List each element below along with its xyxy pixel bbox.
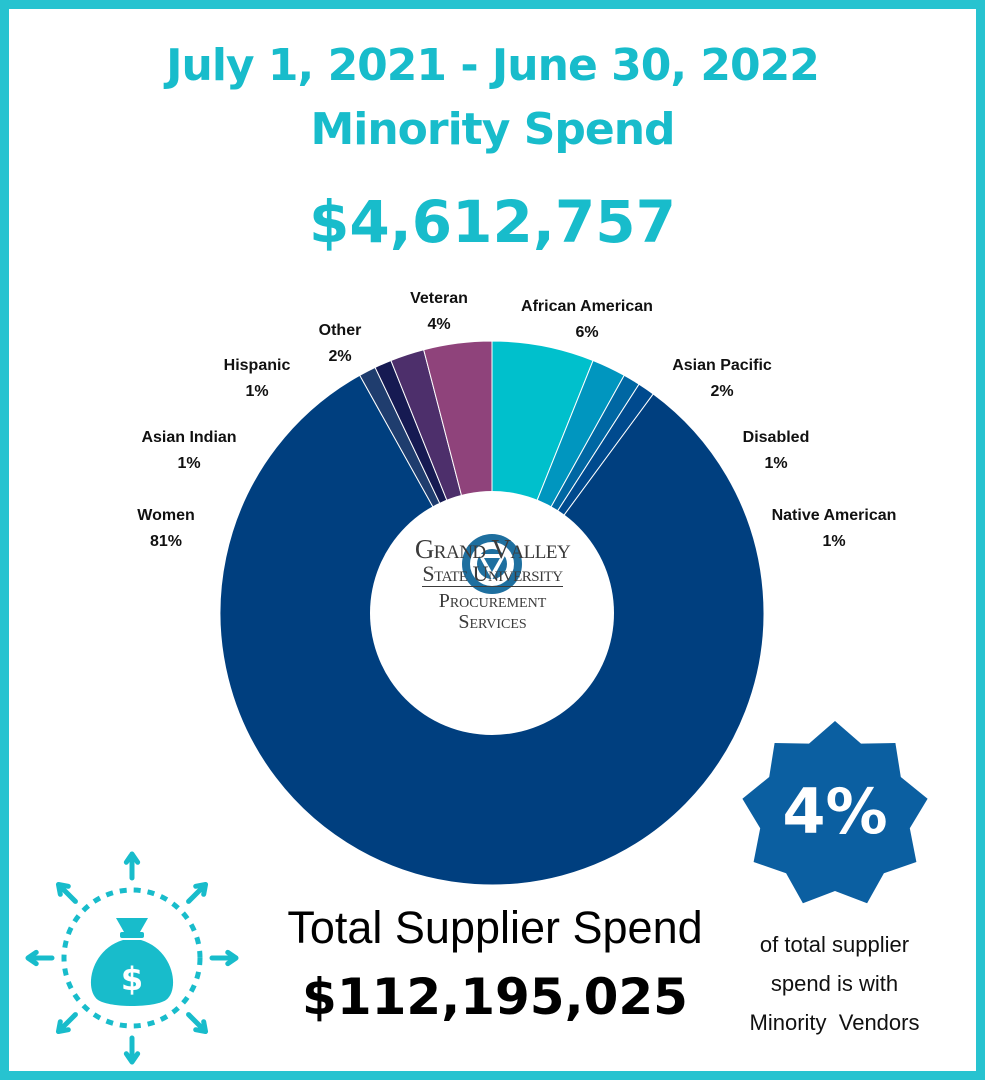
svg-text:$: $ [121,960,143,998]
money-bag-icon: $ [25,851,239,1065]
minority-spend-total: $4,612,757 [309,188,676,256]
slice-labels: African American 6% Asian Pacific 2% Disable… [137,290,896,550]
arrow-icon [186,1012,209,1035]
label-disabled: Disabled [743,429,810,446]
title-date-range: July 1, 2021 - June 30, 2022 [166,40,820,91]
arrow-icon [186,881,209,904]
value-women: 81% [150,533,182,550]
value-asian-pacific: 2% [710,383,733,400]
label-veteran: Veteran [410,290,468,307]
donut-hole [370,491,614,735]
label-women: Women [137,507,194,524]
arrow-icon [123,851,141,881]
arrow-icon [55,881,78,904]
value-native-american: 1% [822,533,845,550]
badge-caption: of total supplier spend is with Minority… [722,925,947,1042]
label-hispanic: Hispanic [224,357,291,374]
label-native-american: Native American [772,507,897,524]
label-other: Other [319,322,362,339]
gvsu-logo: Grand Valley State University Procuremen… [380,535,605,632]
total-supplier-spend-value: $112,195,025 [302,968,688,1026]
badge-caption-line2: spend is with [770,971,899,996]
value-african-american: 6% [575,324,598,341]
logo-line-procurement: Procurement [438,590,547,612]
logo-line-state-university: State University [422,561,563,587]
title-minority-spend: Minority Spend [310,104,675,155]
arrow-icon [25,949,55,967]
arrow-icon [209,949,239,967]
value-hispanic: 1% [245,383,268,400]
percent-badge-icon [742,721,928,904]
badge-caption-line3: Minority Vendors [749,1010,920,1035]
arrow-icon [55,1012,78,1035]
label-asian-pacific: Asian Pacific [672,357,772,374]
label-asian-indian: Asian Indian [141,429,236,446]
gvsu-logo-icon [462,534,522,594]
value-disabled: 1% [764,455,787,472]
label-african-american: African American [521,298,653,315]
logo-line-grand-valley: Grand Valley [414,534,571,564]
badge-caption-line1: of total supplier [759,932,910,957]
arrow-icon [123,1035,141,1065]
badge-percent: 4% [782,775,888,848]
value-other: 2% [328,348,351,365]
value-veteran: 4% [427,316,450,333]
value-asian-indian: 1% [177,455,200,472]
logo-line-services: Services [458,611,527,633]
total-supplier-spend-label: Total Supplier Spend [287,902,703,953]
